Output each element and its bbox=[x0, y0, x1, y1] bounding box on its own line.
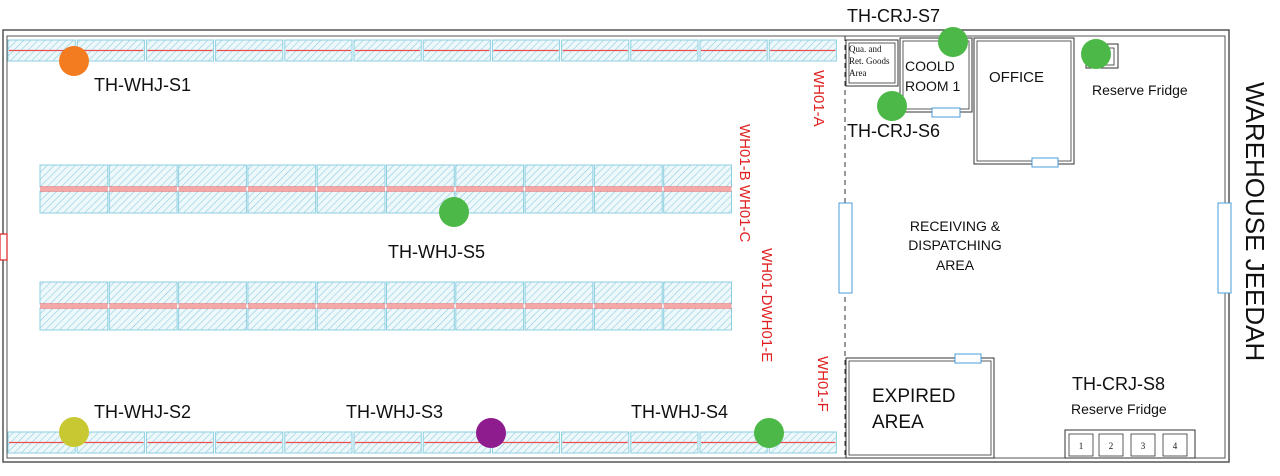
warehouse-title: WAREHOUSE JEEDAH bbox=[1240, 82, 1270, 361]
rack-bay bbox=[593, 281, 663, 305]
sensor-s6-dot[interactable] bbox=[877, 91, 907, 121]
rack-bay bbox=[593, 164, 663, 188]
rack-bay bbox=[316, 307, 386, 331]
rack-bay bbox=[39, 307, 109, 331]
sensor-s3-label: TH-WHJ-S3 bbox=[346, 402, 443, 422]
receiving-label-1: RECEIVING & bbox=[910, 218, 1001, 234]
rack-label-f: WH01-F bbox=[814, 356, 831, 412]
rack-bay bbox=[178, 281, 247, 305]
rack-bay bbox=[108, 307, 178, 331]
rack-bay bbox=[386, 307, 455, 331]
reserve-fridge-top-label: Reserve Fridge bbox=[1092, 82, 1188, 98]
rack-bay bbox=[524, 307, 594, 331]
cold-room-door bbox=[931, 107, 961, 118]
rack-bay bbox=[316, 281, 386, 305]
inner-wall bbox=[6, 35, 1226, 459]
rack-row-bottom bbox=[7, 431, 837, 454]
rack-bay bbox=[593, 307, 663, 331]
rack-bay bbox=[247, 164, 317, 188]
rack-bay bbox=[39, 281, 109, 305]
rack-bay bbox=[247, 307, 317, 331]
receiving-label-3: AREA bbox=[936, 257, 975, 273]
rack-bay bbox=[455, 281, 525, 305]
cold-room-label-2: ROOM 1 bbox=[905, 78, 960, 94]
rack-bay bbox=[524, 281, 594, 305]
rack-bay bbox=[247, 190, 317, 214]
rack-bay bbox=[178, 164, 247, 188]
rack-bay bbox=[316, 164, 386, 188]
cold-room-label-1: COOLD bbox=[905, 58, 955, 74]
fridge-cell-2: 2 bbox=[1109, 441, 1114, 451]
reserve-fridge-bottom-label: Reserve Fridge bbox=[1071, 401, 1167, 417]
rack-bay bbox=[108, 281, 178, 305]
rack-bay bbox=[39, 164, 109, 188]
rack-row-top bbox=[7, 39, 837, 62]
rack-bay bbox=[178, 190, 247, 214]
fridge-cell-4: 4 bbox=[1173, 441, 1178, 451]
sensor-s4-dot[interactable] bbox=[754, 418, 784, 448]
rack-bay bbox=[316, 190, 386, 214]
fridge-cell-3: 3 bbox=[1141, 441, 1146, 451]
rack-bay bbox=[178, 307, 247, 331]
fridge-cell-1: 1 bbox=[1079, 441, 1084, 451]
sensor-s1-dot[interactable] bbox=[59, 46, 89, 76]
qua-area-label-3: Area bbox=[849, 68, 867, 78]
sensor-s7-label: TH-CRJ-S7 bbox=[847, 6, 940, 26]
rack-bay bbox=[386, 164, 455, 188]
receiving-door-left bbox=[838, 202, 853, 294]
sensor-s1-label: TH-WHJ-S1 bbox=[94, 75, 191, 95]
qua-area-label-2: Ret. Goods bbox=[849, 56, 890, 66]
expired-label-1: EXPIRED bbox=[872, 386, 955, 407]
sensor-s2-dot[interactable] bbox=[59, 417, 89, 447]
rack-bay bbox=[39, 190, 109, 214]
rack-row-mid-1 bbox=[39, 164, 733, 214]
rack-row-mid-2 bbox=[39, 281, 733, 331]
receiving-door-right bbox=[1217, 202, 1232, 294]
sensor-s5-dot[interactable] bbox=[439, 197, 469, 227]
expired-area-door bbox=[954, 353, 982, 364]
rack-bay bbox=[663, 190, 733, 214]
left-door bbox=[0, 233, 8, 261]
sensor-fridge-dot[interactable] bbox=[1081, 39, 1111, 69]
fridge-cell-group: 1 2 3 4 bbox=[1064, 429, 1196, 459]
rack-bay bbox=[108, 190, 178, 214]
rack-bay bbox=[663, 164, 733, 188]
rack-bay bbox=[663, 281, 733, 305]
rack-bay bbox=[524, 190, 594, 214]
rack-bay bbox=[593, 190, 663, 214]
expired-area-room bbox=[845, 357, 995, 459]
rack-label-bc: WH01-B WH01-C bbox=[736, 124, 753, 243]
sensor-s5-label: TH-WHJ-S5 bbox=[388, 242, 485, 262]
expired-label-2: AREA bbox=[872, 412, 924, 433]
sensor-s3-dot[interactable] bbox=[476, 418, 506, 448]
sensor-s4-label: TH-WHJ-S4 bbox=[631, 402, 728, 422]
qua-area-label-1: Qua. and bbox=[849, 44, 882, 54]
rack-label-a: WH01-A bbox=[810, 70, 827, 127]
rack-bay bbox=[247, 281, 317, 305]
rack-bay bbox=[524, 164, 594, 188]
sensor-s7-dot[interactable] bbox=[938, 27, 968, 57]
rack-bay bbox=[455, 164, 525, 188]
rack-bay bbox=[386, 281, 455, 305]
sensor-s2-label: TH-WHJ-S2 bbox=[94, 402, 191, 422]
sensor-s8-label: TH-CRJ-S8 bbox=[1072, 374, 1165, 394]
rack-bay bbox=[455, 307, 525, 331]
rack-bay bbox=[108, 164, 178, 188]
office-label: OFFICE bbox=[989, 69, 1044, 86]
qua-area-box bbox=[845, 39, 899, 87]
rack-label-de: WH01-DWH01-E bbox=[758, 248, 775, 362]
office-door bbox=[1031, 157, 1059, 168]
receiving-label-2: DISPATCHING bbox=[908, 237, 1002, 253]
rack-bay bbox=[663, 307, 733, 331]
sensor-s6-label: TH-CRJ-S6 bbox=[847, 121, 940, 141]
office-room bbox=[973, 37, 1075, 165]
